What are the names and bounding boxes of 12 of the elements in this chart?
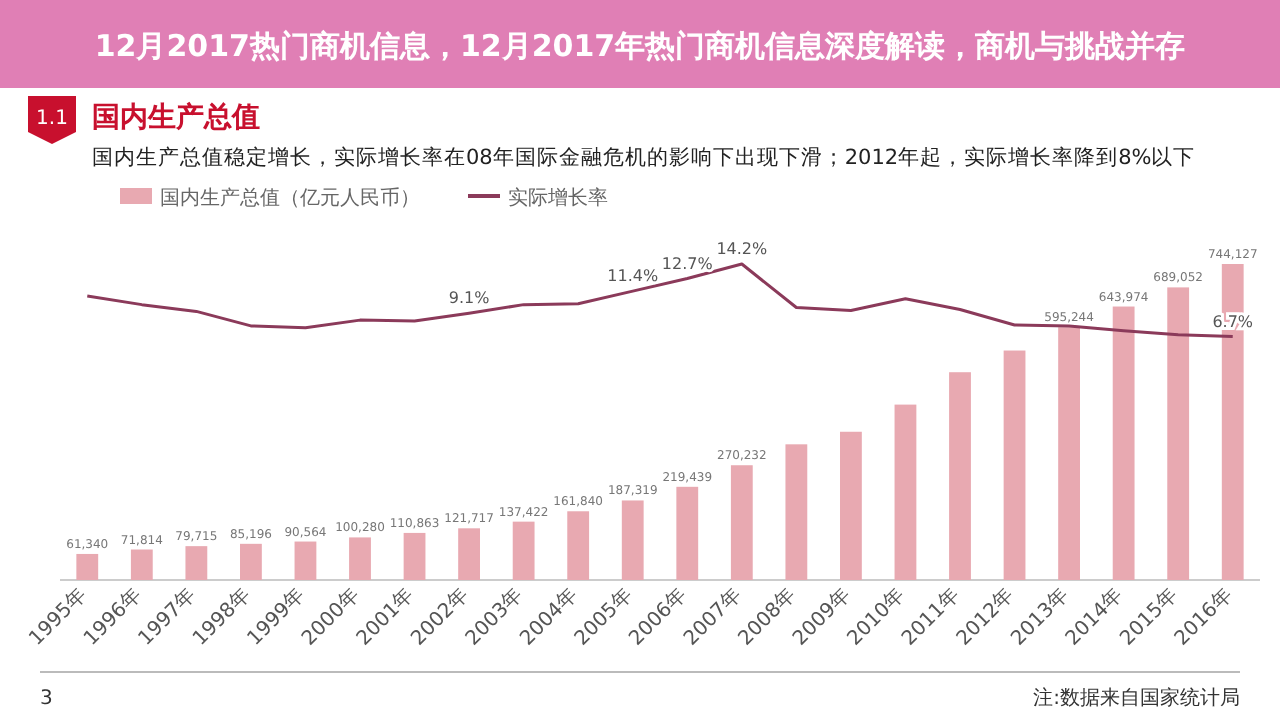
- legend-label: 实际增长率: [508, 186, 608, 210]
- data-label: 14.2%: [716, 240, 769, 258]
- data-label: 9.1%: [448, 289, 491, 308]
- text: 注:数据来自国家统计局: [1033, 686, 1240, 710]
- data-label: 12.7%: [661, 254, 714, 273]
- text: 1.1: [36, 108, 68, 130]
- text: 3: [40, 688, 53, 710]
- headline: 12月2017热门商机信息，12月2017年热门商机信息深度解读，商机与挑战并存: [94, 28, 1186, 64]
- data-label: 11.4%: [607, 267, 659, 286]
- legend-label: 国内生产总值（亿元人民币）: [160, 186, 420, 210]
- chart-subtitle: 国内生产总值稳定增长，实际增长率在08年国际金融危机的影响下出现下滑；2012年起，实际增长率降到8%以下: [92, 144, 1196, 170]
- chart-title: 国内生产总值: [92, 100, 260, 134]
